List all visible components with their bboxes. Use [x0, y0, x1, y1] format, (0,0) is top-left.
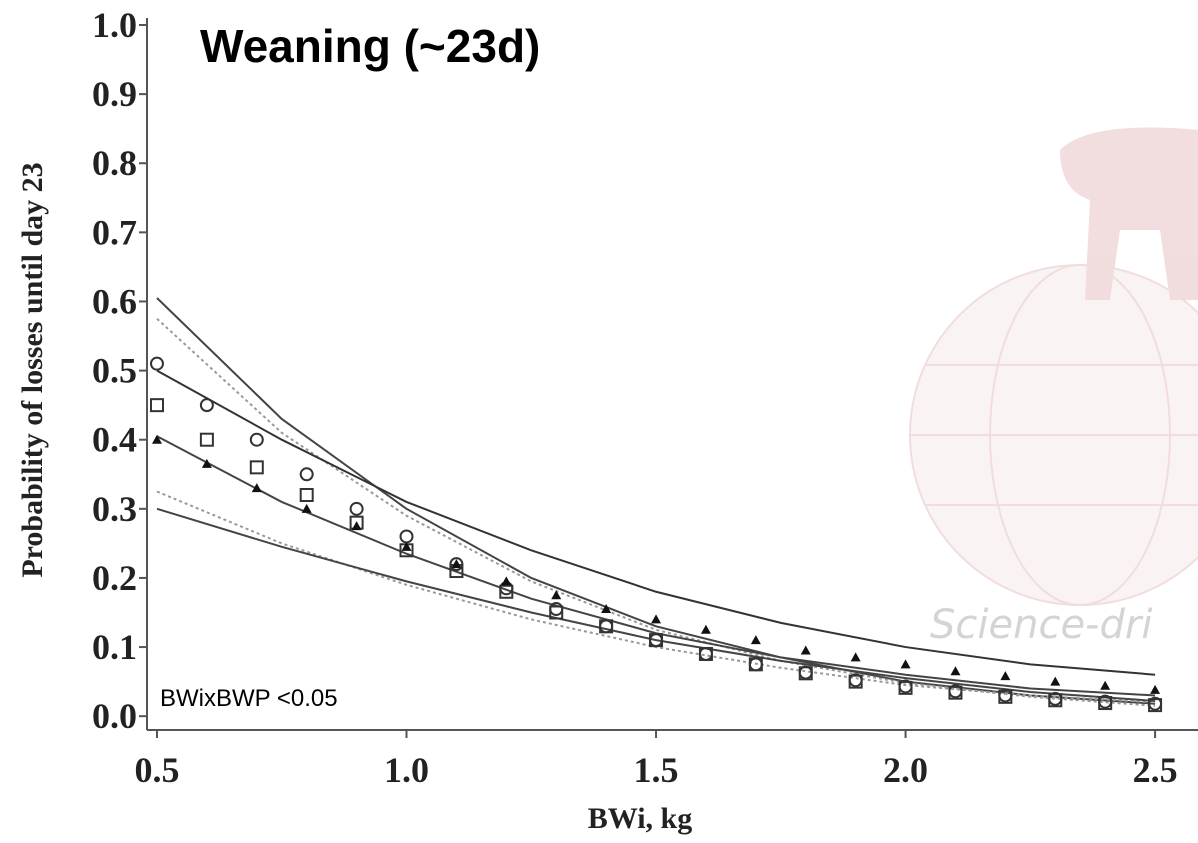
fit-curve: [156, 507, 1156, 702]
square-point: [299, 488, 314, 502]
y-tick-label: 0.9: [92, 74, 137, 114]
triangle-point: [850, 652, 861, 662]
triangle-point: [900, 659, 911, 669]
square-point: [748, 657, 763, 672]
y-tick-label: 0.1: [92, 627, 137, 667]
square-point: [848, 674, 863, 689]
circle-point: [599, 619, 614, 634]
triangle-point: [551, 590, 562, 600]
square-point: [199, 432, 214, 447]
triangle-point: [1100, 680, 1111, 690]
triangle-point: [501, 576, 512, 586]
triangle-point: [301, 503, 312, 513]
y-axis-label: Probability of losses until day 23: [16, 162, 49, 577]
square-point: [798, 666, 813, 681]
fit-curve: [156, 369, 1156, 676]
triangle-point: [1150, 684, 1161, 694]
triangle-point: [1000, 671, 1011, 681]
triangle-point: [151, 434, 162, 444]
triangle-point: [651, 614, 662, 624]
square-point: [649, 633, 664, 648]
x-axis-label: BWi, kg: [588, 802, 693, 835]
triangle-point: [401, 541, 412, 551]
triangle-point: [351, 521, 362, 531]
y-tick-label: 0.0: [92, 696, 137, 736]
y-tick-label: 0.7: [92, 212, 137, 252]
fit-curve: [156, 297, 1156, 705]
circle-point: [249, 432, 264, 447]
circle-point: [199, 398, 214, 413]
square-point: [998, 689, 1013, 704]
triangle-point: [750, 635, 761, 645]
y-tick-label: 0.5: [92, 351, 137, 391]
square-point: [948, 685, 963, 700]
triangle-point: [700, 624, 711, 634]
square-point: [499, 584, 514, 599]
y-tick-label: 0.3: [92, 489, 137, 529]
square-point: [898, 680, 913, 695]
square-point: [249, 460, 264, 475]
y-tick-label: 0.2: [92, 558, 137, 598]
x-tick-label: 2.5: [1133, 750, 1178, 790]
square-point: [1148, 698, 1163, 713]
y-tick-label: 0.6: [92, 281, 137, 321]
square-point: [698, 646, 713, 661]
y-tick-label: 0.4: [92, 420, 137, 460]
triangle-point: [601, 604, 612, 614]
triangle-point: [451, 559, 462, 569]
square-point: [1098, 696, 1113, 711]
y-tick-label: 1.0: [92, 5, 137, 45]
chart-title: Weaning (~23d): [200, 20, 540, 72]
square-point: [549, 605, 564, 620]
triangle-point: [201, 458, 212, 468]
watermark-logo: [909, 127, 1198, 606]
x-tick-label: 1.0: [384, 750, 429, 790]
watermark-text: Science-dri: [930, 602, 1152, 648]
triangle-point: [251, 483, 262, 493]
triangle-point: [800, 645, 811, 655]
triangle-point: [950, 666, 961, 676]
square-point: [599, 619, 614, 634]
square-point: [149, 398, 164, 413]
x-tick-label: 0.5: [134, 750, 179, 790]
y-tick-label: 0.8: [92, 143, 137, 183]
annotation: BWixBWP <0.05: [160, 685, 338, 712]
circle-point: [399, 529, 414, 544]
triangle-point: [1050, 676, 1061, 686]
x-tick-label: 1.5: [634, 750, 679, 790]
square-point: [1048, 693, 1063, 708]
x-tick-label: 2.0: [883, 750, 928, 790]
circle-point: [349, 501, 364, 516]
circle-point: [149, 356, 164, 371]
circle-point: [299, 467, 314, 482]
